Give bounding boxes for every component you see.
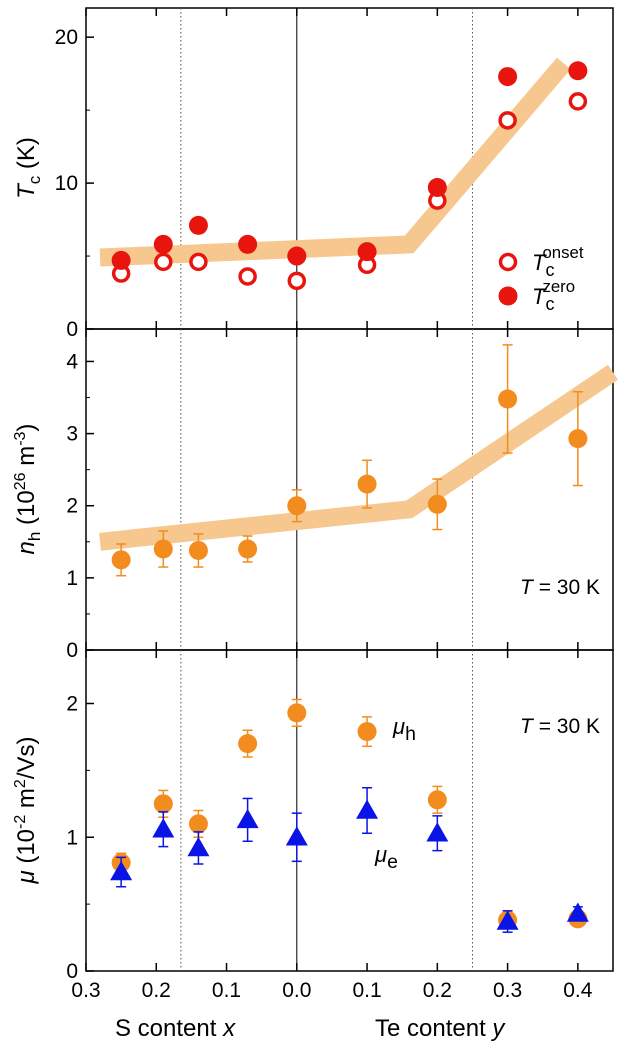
point-mu-1-6 bbox=[426, 822, 449, 842]
ytick-label-1: 10 bbox=[55, 172, 78, 195]
point-nh-0-3 bbox=[238, 539, 258, 559]
xtick-label-1: 0.2 bbox=[142, 979, 171, 1002]
ytick-label-2: 2 bbox=[66, 495, 78, 518]
point-mu-0-2 bbox=[188, 814, 208, 834]
point-tc-0-7 bbox=[498, 111, 517, 130]
panel-tc-frame bbox=[85, 7, 614, 330]
point-nh-0-7 bbox=[498, 389, 518, 409]
point-nh-0-2 bbox=[188, 540, 208, 560]
point-mu-1-2 bbox=[187, 836, 210, 857]
x-axis-label-left: S content x bbox=[115, 1015, 236, 1042]
ytick-label-4: 4 bbox=[66, 350, 78, 373]
x-axis-label-right: Te content y bbox=[375, 1015, 506, 1042]
guide-band bbox=[99, 364, 619, 551]
xtick-label-5: 0.2 bbox=[423, 979, 452, 1002]
ytick-label-0: 0 bbox=[66, 960, 78, 983]
point-tc-1-4 bbox=[287, 246, 307, 266]
point-tc-0-2 bbox=[189, 252, 208, 272]
point-mu-0-1 bbox=[153, 794, 173, 814]
point-mu-0-3 bbox=[238, 734, 258, 754]
ytick-label-0: 0 bbox=[66, 318, 78, 341]
ytick-label-3: 3 bbox=[66, 423, 78, 446]
point-nh-0-6 bbox=[427, 494, 447, 514]
point-nh-0-5 bbox=[357, 474, 377, 494]
point-nh-0-8 bbox=[568, 429, 588, 449]
panel-nh-frame bbox=[85, 328, 614, 651]
panel-nh-plot: 0 1 2 3 4 T = 30 K bbox=[66, 329, 619, 662]
panel-tc-ylabel: Tc (K) bbox=[13, 137, 44, 199]
point-nh-0-1 bbox=[153, 539, 173, 559]
xtick-label-4: 0.1 bbox=[352, 979, 381, 1002]
series-label-1: μe bbox=[374, 842, 398, 873]
guide-band bbox=[99, 57, 571, 267]
xtick-label-0: 0.3 bbox=[71, 979, 100, 1002]
xtick-label-3: 0.0 bbox=[282, 979, 311, 1002]
point-mu-0-5 bbox=[357, 722, 377, 742]
ytick-label-1: 1 bbox=[66, 567, 78, 590]
point-tc-1-7 bbox=[498, 67, 518, 87]
point-mu-0-4 bbox=[287, 703, 307, 723]
point-tc-0-3 bbox=[238, 267, 257, 286]
point-mu-1-7 bbox=[496, 910, 519, 930]
ytick-label-0: 0 bbox=[66, 639, 78, 662]
annotation-mu: T = 30 K bbox=[520, 715, 600, 738]
point-tc-1-2 bbox=[188, 215, 208, 235]
ytick-label-1: 1 bbox=[66, 826, 78, 849]
point-mu-0-6 bbox=[427, 790, 447, 810]
point-tc-1-5 bbox=[357, 242, 377, 262]
point-mu-1-3 bbox=[236, 808, 259, 829]
annotation-nh: T = 30 K bbox=[520, 576, 600, 599]
point-mu-1-4 bbox=[285, 826, 308, 846]
xtick-label-6: 0.3 bbox=[493, 979, 522, 1002]
point-nh-0-0 bbox=[111, 550, 131, 570]
point-tc-0-1 bbox=[154, 252, 173, 272]
panel-mu-frame bbox=[85, 649, 614, 972]
point-tc-1-1 bbox=[153, 234, 173, 254]
point-mu-1-0 bbox=[110, 861, 133, 881]
xtick-label-7: 0.4 bbox=[563, 979, 593, 1002]
panel-mu-ylabel: μ (10-2 m2/Vs) bbox=[12, 737, 40, 885]
series-label-0: μh bbox=[392, 714, 416, 745]
point-mu-1-5 bbox=[356, 799, 379, 819]
point-nh-0-4 bbox=[287, 496, 307, 516]
point-tc-1-3 bbox=[238, 234, 258, 254]
point-mu-1-1 bbox=[152, 818, 175, 838]
panel-nh: 0 1 2 3 4 T = 30 K nh (1026 m-3) bbox=[12, 328, 619, 662]
legend-label-1: Tczero bbox=[532, 277, 575, 314]
legend-marker-0 bbox=[498, 252, 518, 272]
legend-label-0: Tconset bbox=[532, 243, 584, 280]
point-tc-0-8 bbox=[568, 92, 588, 111]
point-tc-1-6 bbox=[427, 177, 447, 197]
ytick-label-2: 2 bbox=[66, 693, 78, 716]
point-mu-1-8 bbox=[566, 902, 589, 922]
panel-mu-plot: 0 1 2 0.3 0.2 0.1 0.0 0.1 0.2 0.3 0.4 T = 30 K μh μe bbox=[66, 650, 600, 1002]
point-tc-0-4 bbox=[287, 271, 307, 291]
point-tc-1-0 bbox=[111, 250, 131, 270]
x-axis: S content x Te content y bbox=[115, 1015, 506, 1042]
panel-nh-ylabel: nh (1026 m-3) bbox=[12, 424, 44, 555]
ytick-label-2: 20 bbox=[55, 26, 78, 49]
point-tc-1-8 bbox=[568, 61, 588, 81]
xtick-label-2: 0.1 bbox=[212, 979, 241, 1002]
legend-marker-1 bbox=[498, 286, 518, 306]
